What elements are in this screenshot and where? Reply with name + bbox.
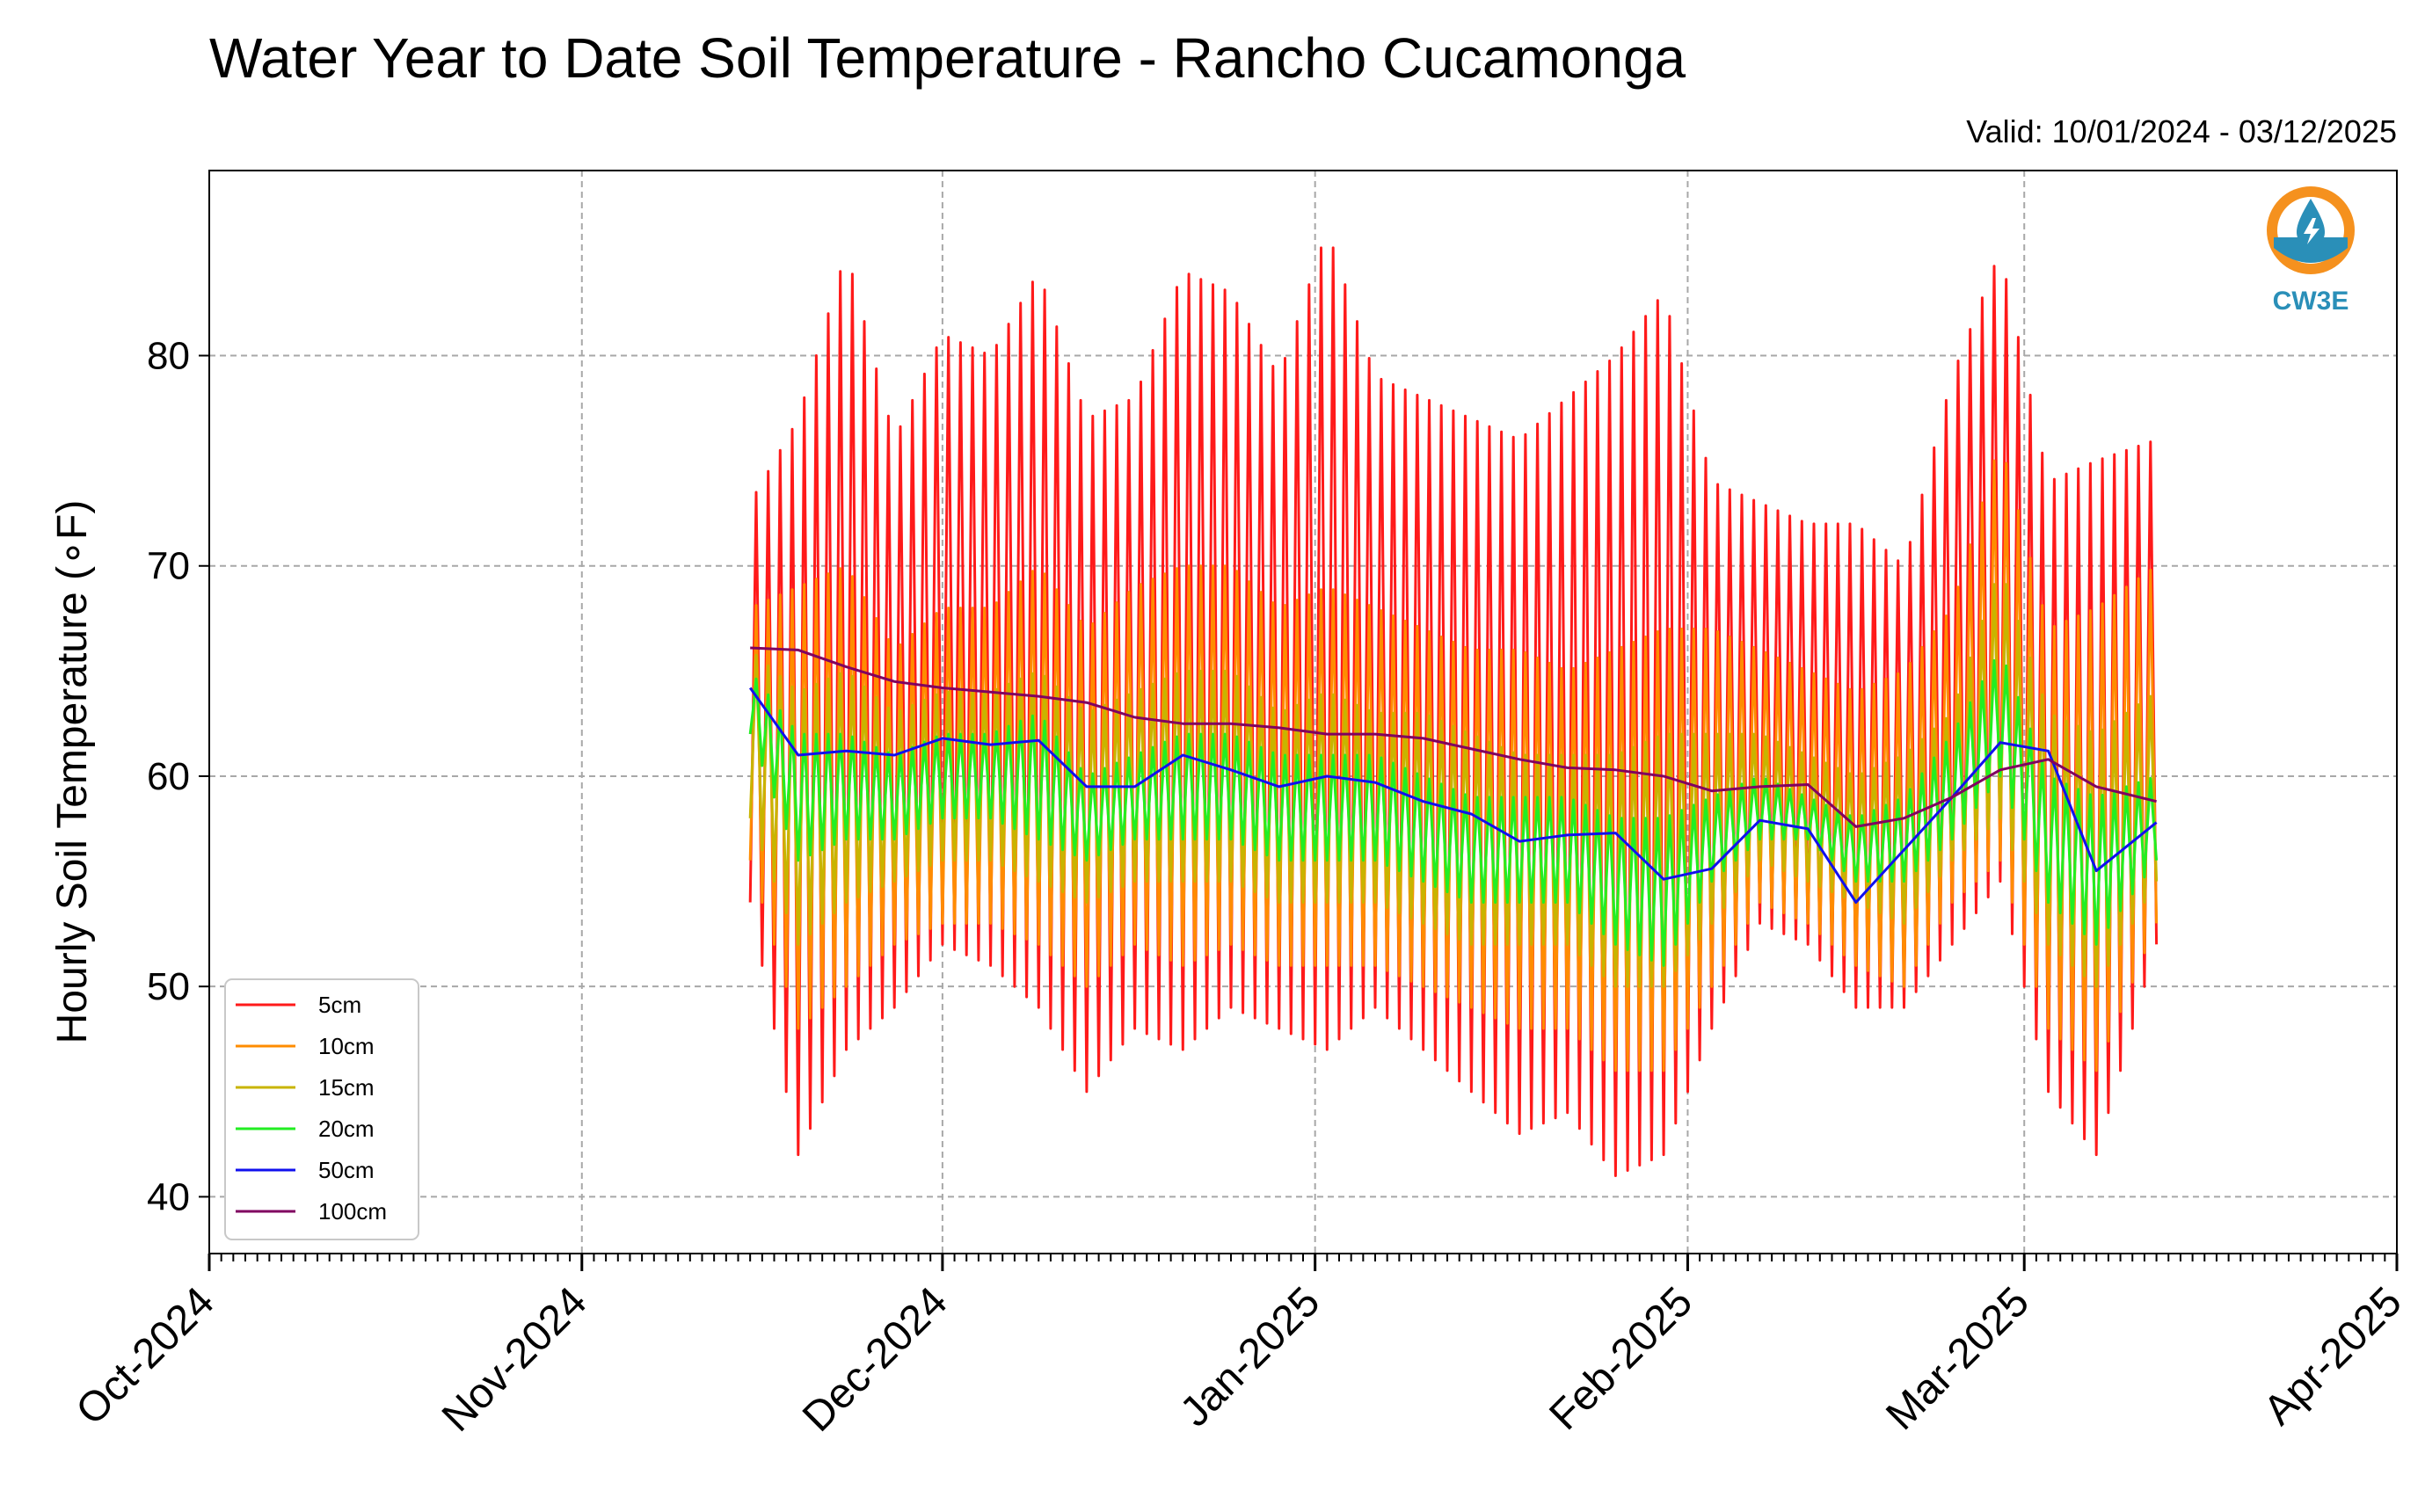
series-layer [748, 246, 2159, 1177]
y-tick-label: 40 [147, 1175, 190, 1218]
legend-label-100cm: 100cm [318, 1198, 387, 1225]
legend-box [224, 978, 419, 1240]
series-line-50cm [748, 687, 2158, 904]
lightning-icon [2304, 218, 2319, 244]
legend: 5cm 10cm 15cm 20cm 50cm 100cm [224, 978, 419, 1240]
legend-label-10cm: 10cm [318, 1033, 375, 1059]
logo-waves [2274, 237, 2348, 263]
valid-date-range: Valid: 10/01/2024 - 03/12/2025 [1966, 113, 2397, 149]
y-tick-label: 70 [147, 545, 190, 588]
legend-label-15cm: 15cm [318, 1074, 375, 1101]
logo-text: CW3E [2273, 287, 2349, 316]
y-axis-label: Hourly Soil Temperature (∘F) [49, 500, 96, 1044]
series-line-20cm [748, 658, 2159, 967]
legend-label-20cm: 20cm [318, 1116, 375, 1142]
series-line-10cm [748, 459, 2159, 1072]
y-tick-label: 50 [147, 965, 190, 1008]
cw3e-logo: CW3E [2267, 186, 2355, 316]
legend-label-50cm: 50cm [318, 1157, 375, 1183]
y-tick-label: 60 [147, 755, 190, 798]
chart-title: Water Year to Date Soil Temperature - Ra… [209, 26, 1686, 90]
series-line-5cm [748, 246, 2159, 1177]
legend-label-5cm: 5cm [318, 992, 361, 1018]
series-line-100cm [750, 646, 2157, 828]
y-tick-label: 80 [147, 335, 190, 378]
